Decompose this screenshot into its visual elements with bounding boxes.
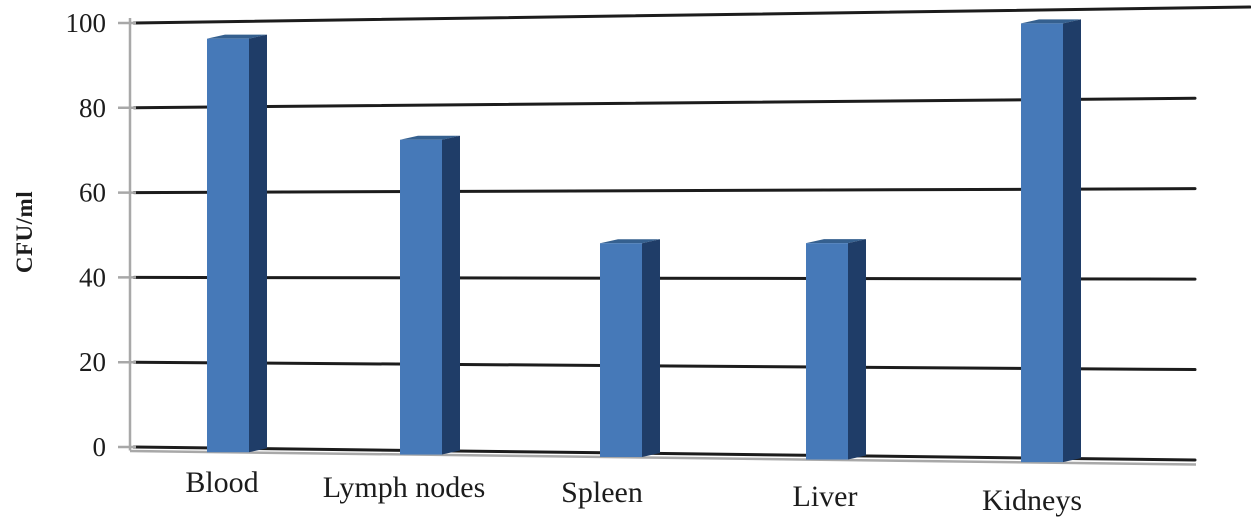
gridline-40	[132, 275, 1197, 281]
bar-side-face-lymph-nodes	[442, 135, 460, 455]
bar-liver	[806, 243, 848, 460]
y-tick-label-20: 20	[79, 347, 106, 377]
y-tick-label-0: 0	[93, 432, 107, 462]
floor-front-edge	[129, 449, 1197, 466]
gridline-20	[132, 360, 1197, 372]
bar-top-face-blood	[207, 34, 267, 39]
bar-top-face-kidneys	[1021, 19, 1081, 24]
bar-lymph-nodes	[400, 139, 442, 455]
category-label-lymph-nodes: Lymph nodes	[323, 471, 486, 504]
category-label-kidneys: Kidneys	[982, 484, 1082, 517]
gridline-80	[132, 96, 1197, 110]
bar-side-face-blood	[249, 34, 267, 453]
y-tick-label-80: 80	[79, 93, 106, 123]
bar-kidneys	[1021, 23, 1063, 463]
gridline-60	[132, 187, 1197, 195]
bar-spleen	[600, 243, 642, 457]
gridline-100	[132, 5, 1251, 25]
bar-side-face-kidneys	[1063, 19, 1081, 463]
y-tick-label-60: 60	[79, 178, 106, 208]
category-label-spleen: Spleen	[561, 476, 643, 509]
bar-blood	[207, 38, 249, 453]
bar-side-face-liver	[848, 239, 866, 460]
gridline-0	[132, 445, 1197, 462]
bar-side-face-spleen	[642, 239, 660, 457]
bar-top-face-lymph-nodes	[400, 135, 460, 140]
bar-top-face-liver	[806, 239, 866, 244]
y-tick-label-100: 100	[66, 8, 107, 38]
y-axis-title: CFU/ml	[12, 190, 37, 274]
bar-top-face-spleen	[600, 239, 660, 244]
y-tick-label-40: 40	[79, 262, 106, 292]
category-label-blood: Blood	[185, 466, 258, 499]
category-label-liver: Liver	[793, 480, 858, 513]
